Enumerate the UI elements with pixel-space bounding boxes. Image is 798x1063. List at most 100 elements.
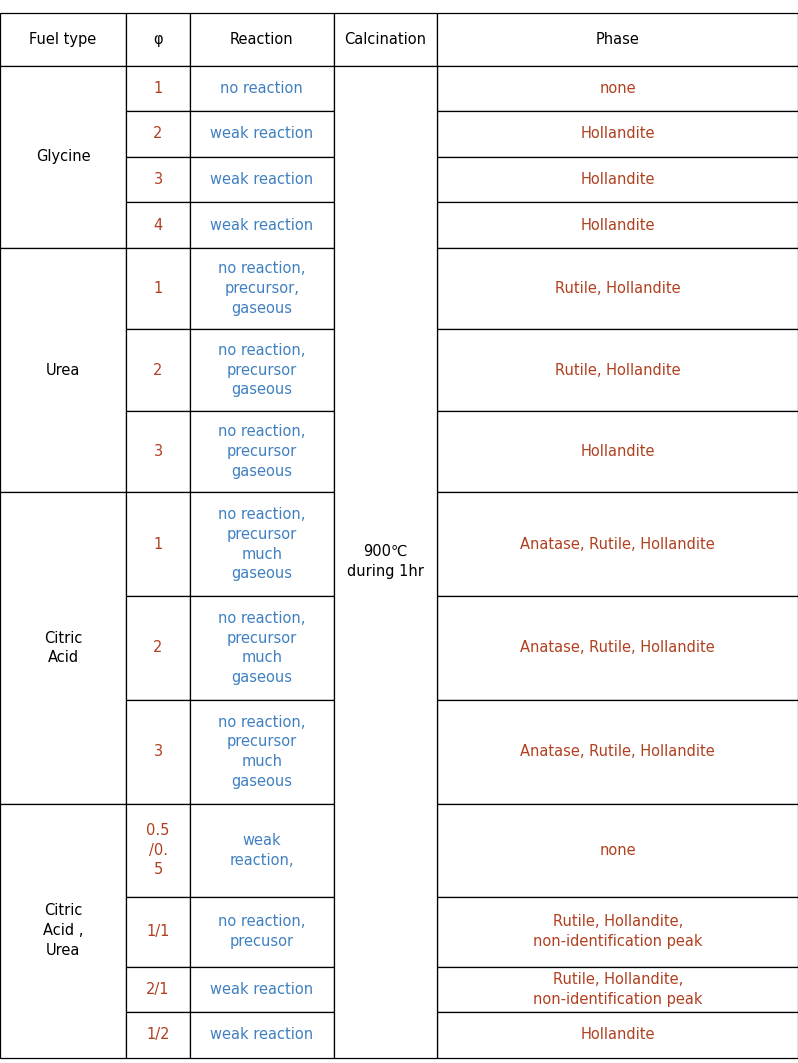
Text: Glycine: Glycine [36, 149, 90, 165]
Bar [437, 804, 798, 897]
Bar [0, 804, 126, 1058]
Text: Hollandite: Hollandite [580, 1028, 655, 1043]
Bar [0, 66, 126, 248]
Bar [126, 966, 190, 1012]
Text: no reaction: no reaction [220, 81, 303, 96]
Bar [190, 112, 334, 156]
Bar [190, 410, 334, 492]
Text: 1/1: 1/1 [146, 924, 170, 940]
Text: Rutile, Hollandite: Rutile, Hollandite [555, 281, 681, 296]
Text: Hollandite: Hollandite [580, 444, 655, 459]
Text: weak reaction: weak reaction [210, 172, 314, 187]
Bar [0, 13, 126, 66]
Bar [190, 330, 334, 410]
Text: none: none [599, 843, 636, 858]
Bar [126, 112, 190, 156]
Text: no reaction,
precursor
much
gaseous: no reaction, precursor much gaseous [218, 611, 306, 686]
Bar [437, 248, 798, 330]
Text: 1: 1 [153, 81, 163, 96]
Bar [126, 66, 190, 112]
Bar [126, 492, 190, 596]
Text: Calcination: Calcination [345, 32, 426, 47]
Text: Anatase, Rutile, Hollandite: Anatase, Rutile, Hollandite [520, 744, 715, 759]
Text: no reaction,
precursor
gaseous: no reaction, precursor gaseous [218, 342, 306, 398]
Bar [190, 248, 334, 330]
Text: 2: 2 [153, 641, 163, 656]
Text: Citric
Acid: Citric Acid [44, 630, 82, 665]
Bar [126, 330, 190, 410]
Bar [437, 897, 798, 966]
Bar [126, 410, 190, 492]
Bar [437, 202, 798, 248]
Text: weak reaction: weak reaction [210, 126, 314, 141]
Bar [190, 13, 334, 66]
Bar [126, 897, 190, 966]
Bar [126, 248, 190, 330]
Text: 2: 2 [153, 126, 163, 141]
Text: no reaction,
precursor,
gaseous: no reaction, precursor, gaseous [218, 261, 306, 316]
Bar [437, 13, 798, 66]
Bar [437, 699, 798, 804]
Bar [126, 1012, 190, 1058]
Text: 1: 1 [153, 537, 163, 552]
Bar [334, 66, 437, 1058]
Bar [190, 966, 334, 1012]
Bar [126, 699, 190, 804]
Bar [0, 492, 126, 804]
Text: none: none [599, 81, 636, 96]
Bar [190, 596, 334, 699]
Bar [437, 966, 798, 1012]
Bar [437, 596, 798, 699]
Bar [334, 13, 437, 66]
Text: 1/2: 1/2 [146, 1028, 170, 1043]
Text: Rutile, Hollandite,
non-identification peak: Rutile, Hollandite, non-identification p… [533, 914, 702, 949]
Bar [190, 804, 334, 897]
Bar [126, 804, 190, 897]
Text: 4: 4 [153, 218, 163, 233]
Text: 1: 1 [153, 281, 163, 296]
Text: Citric
Acid ,
Urea: Citric Acid , Urea [43, 904, 83, 958]
Text: weak reaction: weak reaction [210, 1028, 314, 1043]
Bar [126, 202, 190, 248]
Text: no reaction,
precusor: no reaction, precusor [218, 914, 306, 949]
Text: Hollandite: Hollandite [580, 172, 655, 187]
Text: no reaction,
precursor
much
gaseous: no reaction, precursor much gaseous [218, 507, 306, 581]
Text: 2/1: 2/1 [146, 982, 170, 997]
Bar [126, 596, 190, 699]
Text: 0.5
/0.
5: 0.5 /0. 5 [146, 823, 170, 877]
Text: no reaction,
precursor
gaseous: no reaction, precursor gaseous [218, 424, 306, 479]
Bar [126, 156, 190, 202]
Bar [437, 1012, 798, 1058]
Bar [190, 156, 334, 202]
Text: 2: 2 [153, 362, 163, 377]
Bar [190, 699, 334, 804]
Text: weak reaction: weak reaction [210, 218, 314, 233]
Bar [190, 1012, 334, 1058]
Text: Anatase, Rutile, Hollandite: Anatase, Rutile, Hollandite [520, 641, 715, 656]
Text: φ: φ [153, 32, 163, 47]
Bar [190, 202, 334, 248]
Text: 900℃
during 1hr: 900℃ during 1hr [347, 544, 424, 579]
Text: Urea: Urea [45, 362, 81, 377]
Text: 3: 3 [153, 444, 163, 459]
Text: Reaction: Reaction [230, 32, 294, 47]
Bar [437, 492, 798, 596]
Text: Rutile, Hollandite,
non-identification peak: Rutile, Hollandite, non-identification p… [533, 972, 702, 1007]
Bar [437, 156, 798, 202]
Bar [437, 330, 798, 410]
Bar [437, 66, 798, 112]
Text: Rutile, Hollandite: Rutile, Hollandite [555, 362, 681, 377]
Text: 3: 3 [153, 172, 163, 187]
Text: Anatase, Rutile, Hollandite: Anatase, Rutile, Hollandite [520, 537, 715, 552]
Text: weak
reaction,: weak reaction, [230, 832, 294, 867]
Text: Phase: Phase [596, 32, 639, 47]
Bar [437, 112, 798, 156]
Bar [126, 13, 190, 66]
Bar [190, 66, 334, 112]
Text: no reaction,
precursor
much
gaseous: no reaction, precursor much gaseous [218, 714, 306, 789]
Text: Hollandite: Hollandite [580, 218, 655, 233]
Bar [437, 410, 798, 492]
Text: 3: 3 [153, 744, 163, 759]
Text: weak reaction: weak reaction [210, 982, 314, 997]
Text: Fuel type: Fuel type [30, 32, 97, 47]
